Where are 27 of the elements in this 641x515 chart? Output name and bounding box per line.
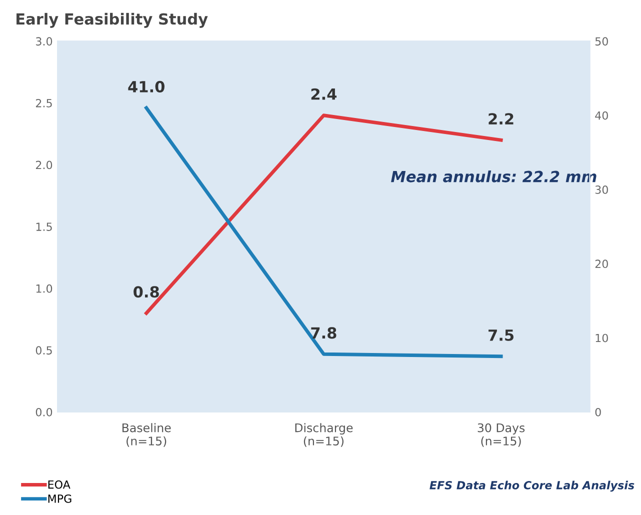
data-label: 0.8 [134,286,159,298]
chart-title: Early Feasibility Study [16,12,208,28]
y2-tick-label: 20 [595,260,608,268]
legend-label: EOA [48,480,70,489]
y-tick-label: 1.0 [36,284,52,293]
x-tick-label: Discharge (n=15) [295,423,353,447]
x-tick-label: Baseline (n=15) [122,423,171,447]
data-label: 41.0 [128,80,164,92]
y-tick-label: 2.5 [36,98,52,108]
annotation: Mean annulus: 22.2 mm [391,170,596,182]
y-tick-label: 0.0 [36,408,52,416]
y-tick-label: 0.5 [36,346,52,355]
y2-tick-label: 50 [595,37,608,46]
y2-tick-label: 0 [595,408,601,416]
text: EFS Data Echo Core Lab Analysis [430,480,634,492]
y2-tick-label: 30 [595,185,608,194]
y-tick-label: 1.5 [36,222,52,231]
x-tick-label: 30 Days (n=15) [478,423,525,447]
y2-tick-label: 40 [595,111,608,120]
data-label: 7.8 [311,327,336,339]
y-tick-label: 2.0 [36,160,52,170]
legend-label: MPG [48,494,72,503]
data-label: 2.2 [488,113,514,124]
data-label: 2.4 [311,88,337,100]
y2-tick-label: 10 [596,334,608,342]
y-tick-label: 3.0 [36,37,52,46]
data-label: 7.5 [488,330,514,341]
